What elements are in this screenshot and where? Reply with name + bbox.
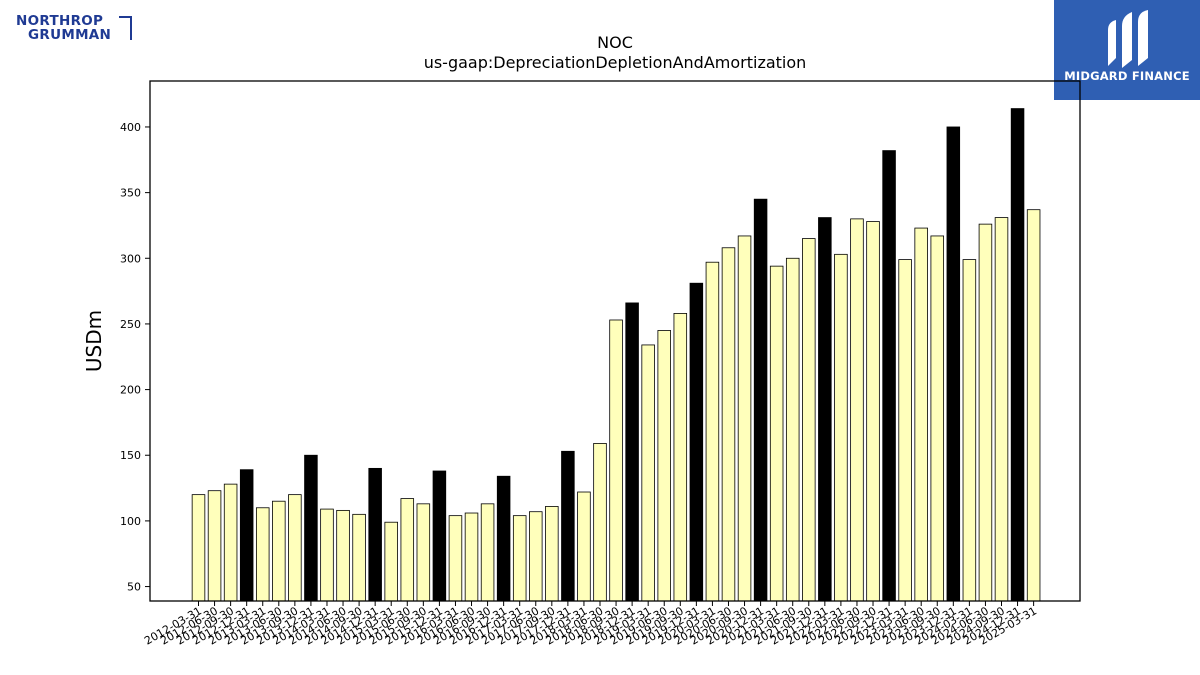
bar (352, 513, 366, 602)
bar (223, 483, 238, 602)
y-axis: 50 100 150 200 250 300 350 400 (120, 121, 150, 594)
bar (1010, 108, 1025, 602)
bar (320, 508, 334, 602)
bar (705, 261, 720, 602)
bar (866, 221, 880, 602)
bar (496, 475, 511, 602)
bar (512, 515, 527, 602)
bar (978, 223, 993, 602)
bar (561, 450, 575, 602)
bar (577, 491, 591, 602)
bar (930, 235, 945, 602)
bar (545, 506, 559, 602)
y-tick-label: 350 (120, 187, 141, 200)
chart-subtitle: us-gaap:DepreciationDepletionAndAmortiza… (424, 53, 807, 72)
bar (207, 490, 222, 602)
bar (416, 503, 431, 602)
y-tick-label: 300 (120, 252, 141, 265)
bar (914, 227, 928, 602)
bar (946, 126, 961, 602)
bar (239, 469, 254, 602)
bar (994, 217, 1009, 602)
bar (962, 259, 977, 602)
bar (850, 218, 864, 602)
chart-title: NOC (597, 33, 633, 52)
logo-line-2: GRUMMAN (28, 27, 112, 43)
bar (834, 253, 848, 602)
bar (769, 265, 784, 602)
bar (288, 494, 302, 602)
bar (657, 330, 671, 602)
bar (432, 470, 447, 602)
bar (625, 302, 639, 602)
bar (802, 238, 816, 602)
y-tick-label: 250 (120, 318, 141, 331)
midgard-emblem-icon (1108, 10, 1148, 68)
bar (593, 443, 607, 602)
bar (898, 259, 912, 602)
northrop-grumman-logo: NORTHROP GRUMMAN (14, 14, 136, 44)
y-tick-label: 100 (120, 515, 141, 528)
bar (673, 313, 688, 602)
y-tick-label: 50 (127, 581, 141, 594)
midgard-finance-logo: MIDGARD FINANCE (1054, 0, 1200, 100)
bar (689, 282, 704, 602)
y-tick-label: 150 (120, 449, 141, 462)
bar (882, 150, 896, 602)
bar (753, 198, 768, 602)
bar (272, 500, 286, 602)
x-axis: 2012-03-312012-06-302012-09-302012-12-31… (142, 601, 1039, 648)
logo-text: MIDGARD FINANCE (1064, 69, 1190, 83)
logo-bracket-icon (119, 16, 132, 40)
bar (785, 257, 800, 602)
bar (400, 498, 415, 602)
bar (304, 454, 318, 602)
bar (448, 515, 463, 602)
y-tick-label: 400 (120, 121, 141, 134)
bar (609, 319, 623, 602)
bar (464, 512, 479, 602)
logo-line-1: NORTHROP (16, 13, 104, 29)
bar (255, 507, 270, 602)
bar (529, 511, 543, 602)
bars-group (191, 108, 1041, 602)
bar (480, 503, 495, 602)
bar (818, 217, 832, 602)
bar (721, 247, 736, 602)
y-axis-label: USDm (82, 310, 106, 372)
y-tick-label: 200 (120, 384, 141, 397)
bar (368, 467, 382, 602)
bar (1026, 209, 1041, 602)
bar (384, 521, 398, 602)
bar (737, 235, 752, 602)
bar (191, 494, 206, 602)
bar (641, 344, 655, 602)
bar (336, 509, 350, 602)
plot-frame (149, 80, 1081, 602)
